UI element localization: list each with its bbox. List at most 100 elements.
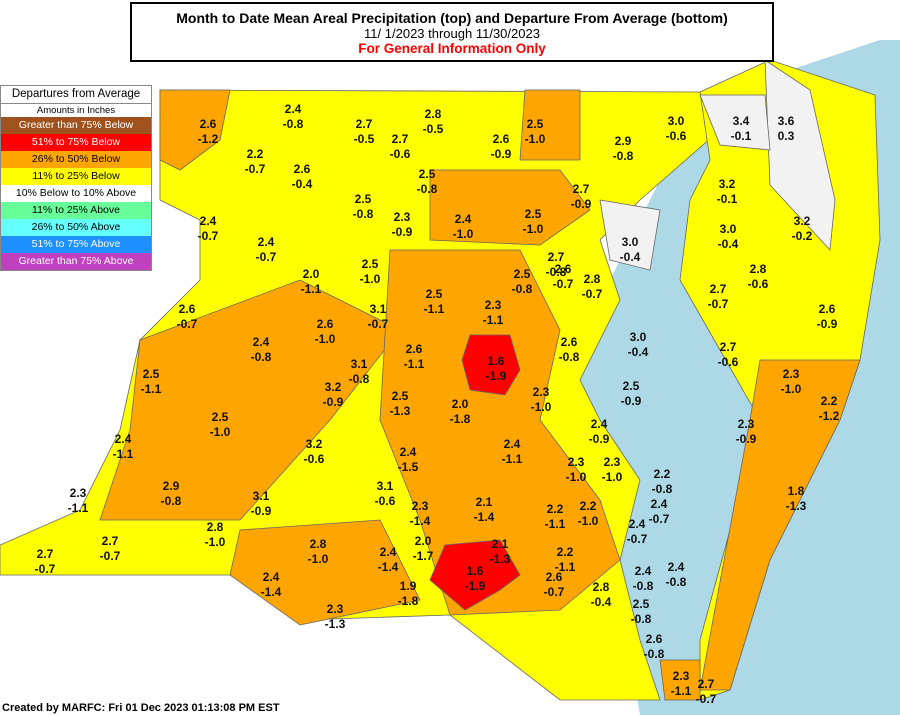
precip-label: 2.6 xyxy=(493,132,510,146)
precip-label: 2.5 xyxy=(212,410,229,424)
precip-label: 2.7 xyxy=(102,534,119,548)
precip-label: 2.2 xyxy=(557,545,574,559)
legend-item: 11% to 25% Above xyxy=(1,202,151,219)
precip-label: 2.7 xyxy=(720,340,737,354)
departure-label: -0.5 xyxy=(354,132,375,146)
departure-label: -0.2 xyxy=(792,229,813,243)
precip-label: 1.8 xyxy=(788,484,805,498)
departure-label: -0.4 xyxy=(718,237,739,251)
departure-label: -0.1 xyxy=(731,129,752,143)
departure-label: -0.7 xyxy=(627,532,648,546)
departure-label: -0.8 xyxy=(251,350,272,364)
legend-item: 10% Below to 10% Above xyxy=(1,185,151,202)
precip-label: 3.2 xyxy=(306,437,323,451)
departure-label: -1.4 xyxy=(261,585,282,599)
land xyxy=(519,89,581,161)
departure-label: -1.0 xyxy=(781,382,802,396)
precip-label: 2.5 xyxy=(514,267,531,281)
precip-label: 2.2 xyxy=(654,467,671,481)
precip-label: 1.6 xyxy=(488,354,505,368)
departure-label: -0.8 xyxy=(644,647,665,661)
departure-label: -1.4 xyxy=(378,560,399,574)
precip-label: 2.3 xyxy=(673,669,690,683)
departure-label: -1.1 xyxy=(113,447,134,461)
precip-label: 2.4 xyxy=(591,417,608,431)
departure-label: -1.7 xyxy=(413,549,434,563)
precip-label: 2.4 xyxy=(253,335,270,349)
departure-label: -1.0 xyxy=(525,132,546,146)
precip-label: 3.4 xyxy=(733,114,750,128)
land xyxy=(599,199,661,271)
precip-label: 3.1 xyxy=(377,479,394,493)
land xyxy=(429,539,521,611)
precip-label: 2.0 xyxy=(303,267,320,281)
precip-label: 2.8 xyxy=(593,580,610,594)
precip-label: 2.4 xyxy=(258,235,275,249)
precip-label: 2.3 xyxy=(533,385,550,399)
departure-label: -0.8 xyxy=(633,579,654,593)
precip-label: 2.3 xyxy=(604,455,621,469)
precip-label: 2.6 xyxy=(406,342,423,356)
departure-label: -1.9 xyxy=(486,369,507,383)
departure-label: 0.3 xyxy=(778,129,795,143)
precip-label: 2.6 xyxy=(294,162,311,176)
departure-label: -0.9 xyxy=(589,432,610,446)
departure-label: -1.4 xyxy=(410,514,431,528)
precip-label: 2.1 xyxy=(492,537,509,551)
departure-label: -0.8 xyxy=(349,372,370,386)
legend-item: Greater than 75% Above xyxy=(1,253,151,270)
precip-label: 3.2 xyxy=(325,380,342,394)
departure-label: -1.0 xyxy=(523,222,544,236)
precip-label: 2.4 xyxy=(115,432,132,446)
departure-label: -0.8 xyxy=(353,207,374,221)
precip-label: 2.6 xyxy=(819,302,836,316)
departure-label: -0.9 xyxy=(736,432,757,446)
land xyxy=(699,359,861,691)
departure-label: -1.2 xyxy=(819,409,840,423)
departure-label: -1.2 xyxy=(198,132,219,146)
departure-label: -1.5 xyxy=(398,460,419,474)
precip-label: 2.4 xyxy=(455,212,472,226)
precip-label: 2.5 xyxy=(525,207,542,221)
precip-label: 2.5 xyxy=(143,367,160,381)
departure-label: -0.7 xyxy=(256,250,277,264)
land xyxy=(659,659,701,701)
land xyxy=(461,334,521,396)
precip-label: 1.9 xyxy=(400,579,417,593)
precip-label: 3.0 xyxy=(630,330,647,344)
departure-label: -1.1 xyxy=(671,684,692,698)
precip-label: 3.0 xyxy=(622,235,639,249)
precip-label: 2.3 xyxy=(327,602,344,616)
precip-label: 2.3 xyxy=(783,367,800,381)
departure-label: -0.9 xyxy=(817,317,838,331)
departure-label: -1.0 xyxy=(205,535,226,549)
precip-label: 2.2 xyxy=(247,147,264,161)
departure-label: -0.7 xyxy=(35,562,56,576)
departure-label: -0.8 xyxy=(417,182,438,196)
departure-label: -0.5 xyxy=(423,122,444,136)
precip-label: 2.7 xyxy=(548,250,565,264)
departure-label: -0.6 xyxy=(375,494,396,508)
precip-label: 2.1 xyxy=(476,495,493,509)
legend-item: Greater than 75% Below xyxy=(1,117,151,134)
precip-label: 3.2 xyxy=(719,177,736,191)
precip-label: 2.6 xyxy=(646,632,663,646)
departure-label: -1.1 xyxy=(502,452,523,466)
precip-label: 2.9 xyxy=(163,479,180,493)
departure-label: -0.9 xyxy=(251,504,272,518)
precip-label: 3.2 xyxy=(794,214,811,228)
precip-label: 2.3 xyxy=(568,455,585,469)
departure-label: -1.1 xyxy=(301,282,322,296)
precip-label: 2.6 xyxy=(317,317,334,331)
land xyxy=(159,89,231,171)
departure-label: -0.6 xyxy=(748,277,769,291)
land xyxy=(229,519,421,626)
departure-label: -0.7 xyxy=(553,277,574,291)
precip-label: 2.2 xyxy=(821,394,838,408)
departure-label: -1.1 xyxy=(483,313,504,327)
departure-label: -0.8 xyxy=(161,494,182,508)
footer: Created by MARFC: Fri 01 Dec 2023 01:13:… xyxy=(2,702,280,714)
title: Month to Date Mean Areal Precipitation (… xyxy=(176,10,728,26)
departure-label: -0.8 xyxy=(546,265,567,279)
